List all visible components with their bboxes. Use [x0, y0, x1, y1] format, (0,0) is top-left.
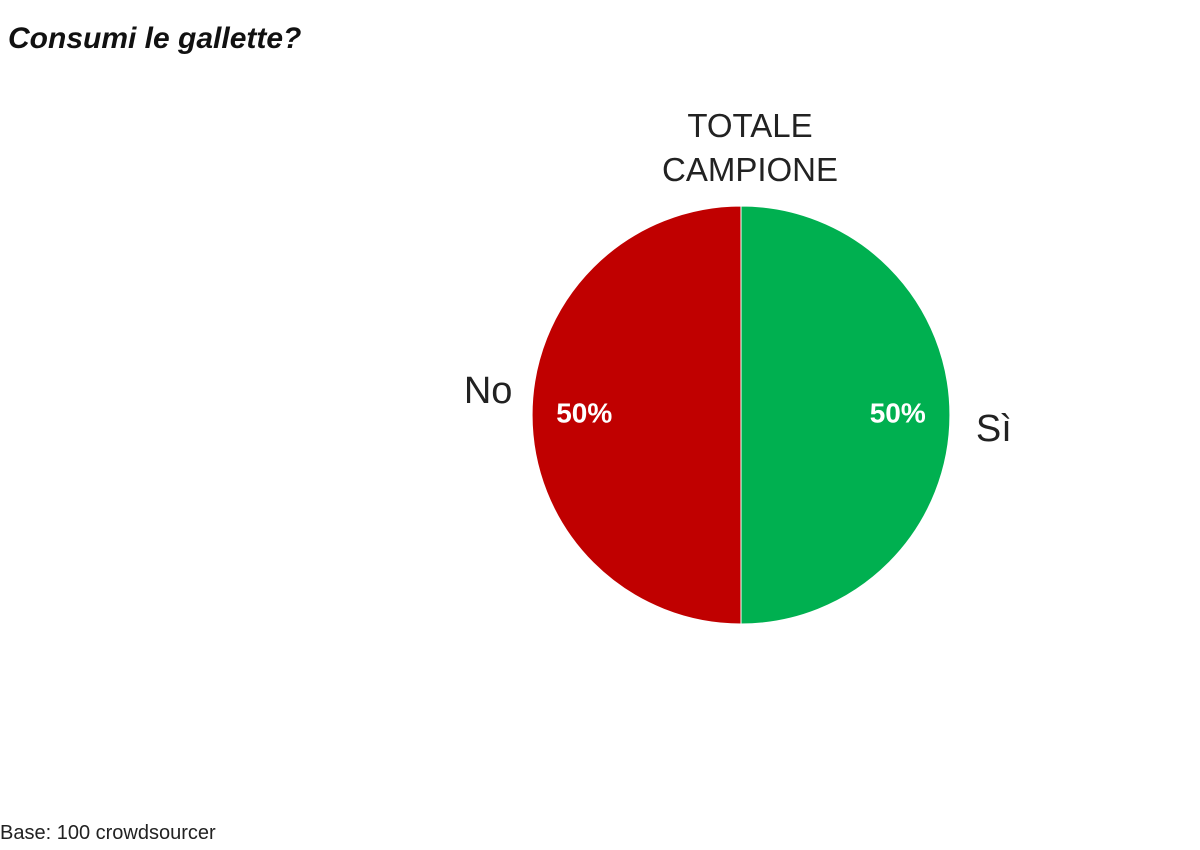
pie-slice: [740, 205, 951, 625]
category-label: Sì: [976, 408, 1012, 450]
footnote: Base: 100 crowdsourcer: [0, 822, 216, 844]
value-label: 50%: [870, 397, 926, 428]
chart-title: Consumi le gallette?: [8, 22, 302, 55]
value-label: 50%: [556, 397, 612, 428]
chart-subtitle: TOTALE CAMPIONE: [661, 107, 839, 188]
pie-slice: [531, 205, 742, 625]
category-label: No: [464, 370, 513, 412]
